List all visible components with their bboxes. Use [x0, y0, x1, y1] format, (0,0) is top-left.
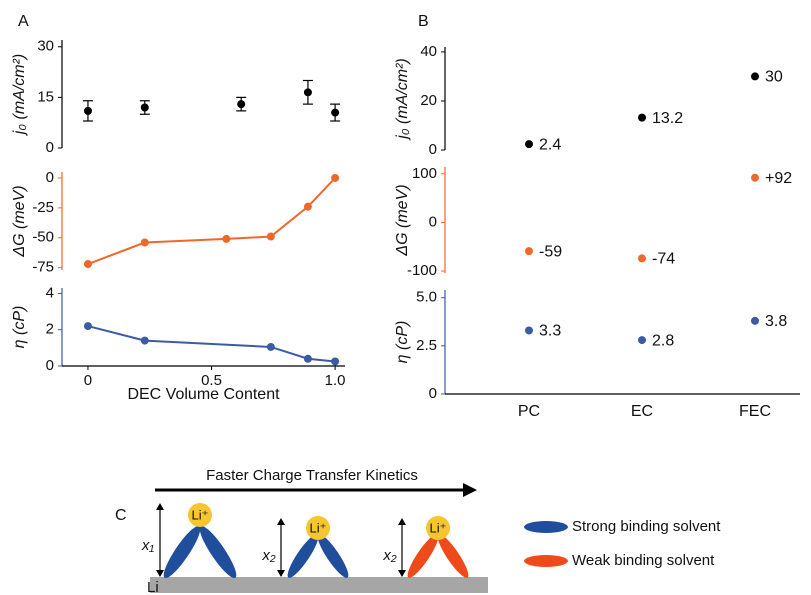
strong-solvent: [317, 534, 349, 578]
line: [87, 325, 336, 363]
x-tick-label: EC: [631, 403, 653, 420]
point: [638, 254, 646, 263]
value-label: -59: [539, 243, 562, 260]
value-label: +92: [765, 170, 792, 187]
x-tick-label: 0.5: [201, 372, 222, 389]
y-tick-label: 0: [429, 141, 437, 158]
line: [87, 177, 336, 265]
y-tick-label: 5.0: [416, 289, 437, 306]
value-label: 13.2: [652, 110, 683, 127]
height-arrow-heads: [156, 503, 406, 577]
y-tick-label: 0: [46, 139, 54, 156]
point: [331, 357, 340, 366]
x-tick-label: 1.0: [325, 372, 346, 389]
height-arrows: [159, 507, 403, 576]
value-label: 3.3: [539, 323, 561, 340]
point: [303, 202, 312, 211]
legend-swatch: [524, 555, 568, 567]
height-label: x₂: [382, 547, 397, 564]
arrow-head: [463, 483, 477, 497]
point: [83, 322, 92, 331]
point: [83, 106, 92, 115]
ion: [426, 516, 450, 540]
electrode: [150, 577, 488, 593]
y-tick-label: 30: [37, 38, 54, 55]
legend-label: Strong binding solvent: [572, 518, 721, 535]
arrow-label: Faster Charge Transfer Kinetics: [206, 467, 418, 484]
x-axis-label: DEC Volume Content: [127, 386, 280, 403]
legend-swatch: [524, 521, 568, 533]
weak-solvent: [437, 534, 469, 578]
legend-label: Weak binding solvent: [572, 552, 715, 569]
point: [237, 100, 246, 109]
x-tick-label: 0: [84, 372, 92, 389]
y-tick-label: -25: [32, 199, 54, 216]
panel-label: B: [418, 13, 429, 30]
y-axis-label: j₀ (mA/cm²): [11, 54, 28, 137]
y-axis-label: j₀ (mA/cm²): [394, 58, 411, 141]
ion: [188, 503, 212, 527]
y-axis-label: ΔG (meV): [11, 185, 28, 257]
point: [140, 103, 149, 112]
point: [638, 113, 646, 122]
y-tick-label: 40: [420, 43, 437, 60]
y-tick-label: -50: [32, 229, 54, 246]
y-tick-label: 2: [46, 321, 54, 338]
ion-label: Li⁺: [310, 520, 327, 535]
point: [140, 336, 149, 345]
electrode-label: Li: [147, 579, 159, 595]
y-axis-label: ΔG (meV): [394, 184, 411, 256]
panel-label: A: [18, 13, 29, 30]
height-label: x₂: [261, 547, 276, 564]
point: [266, 342, 275, 351]
point: [266, 232, 275, 241]
point: [303, 88, 312, 97]
point: [222, 234, 231, 243]
point: [751, 316, 759, 325]
strong-solvent: [287, 534, 319, 578]
value-label: 3.8: [765, 313, 787, 330]
point: [83, 260, 92, 269]
diagram: Faster Charge Transfer Kinetics Li Li⁺ L…: [141, 467, 721, 595]
y-tick-label: 4: [46, 284, 54, 301]
point: [751, 173, 759, 182]
weak-solvent: [407, 534, 439, 578]
y-tick-label: 15: [37, 88, 54, 105]
value-label: -74: [652, 251, 675, 268]
point: [525, 140, 533, 149]
y-tick-label: 20: [420, 92, 437, 109]
y-tick-label: 0: [429, 385, 437, 402]
ion: [306, 516, 330, 540]
point: [140, 238, 149, 247]
y-axis-label: η (cP): [394, 321, 411, 364]
point: [751, 72, 759, 81]
y-axis-label: η (cP): [11, 306, 28, 349]
x-tick-label: PC: [518, 403, 540, 420]
point: [331, 173, 340, 182]
strong-solvent: [199, 526, 237, 578]
y-tick-label: 0: [46, 169, 54, 186]
y-tick-label: 100: [412, 165, 437, 182]
y-tick-label: -75: [32, 259, 54, 276]
ion-label: Li⁺: [430, 520, 447, 535]
y-tick-label: 0: [46, 357, 54, 374]
point: [638, 336, 646, 345]
ion-label: Li⁺: [192, 507, 209, 522]
y-tick-label: -100: [407, 262, 437, 279]
strong-solvent: [163, 526, 201, 578]
panel-label: C: [115, 507, 127, 524]
y-tick-label: 0: [429, 213, 437, 230]
x-tick-label: FEC: [739, 403, 771, 420]
value-label: 2.8: [652, 332, 674, 349]
point: [331, 108, 340, 117]
point: [525, 247, 533, 256]
value-label: 30: [765, 69, 783, 86]
height-label: x₁: [141, 537, 155, 554]
point: [525, 326, 533, 335]
value-label: 2.4: [539, 136, 561, 153]
y-tick-label: 2.5: [416, 337, 437, 354]
point: [303, 354, 312, 363]
